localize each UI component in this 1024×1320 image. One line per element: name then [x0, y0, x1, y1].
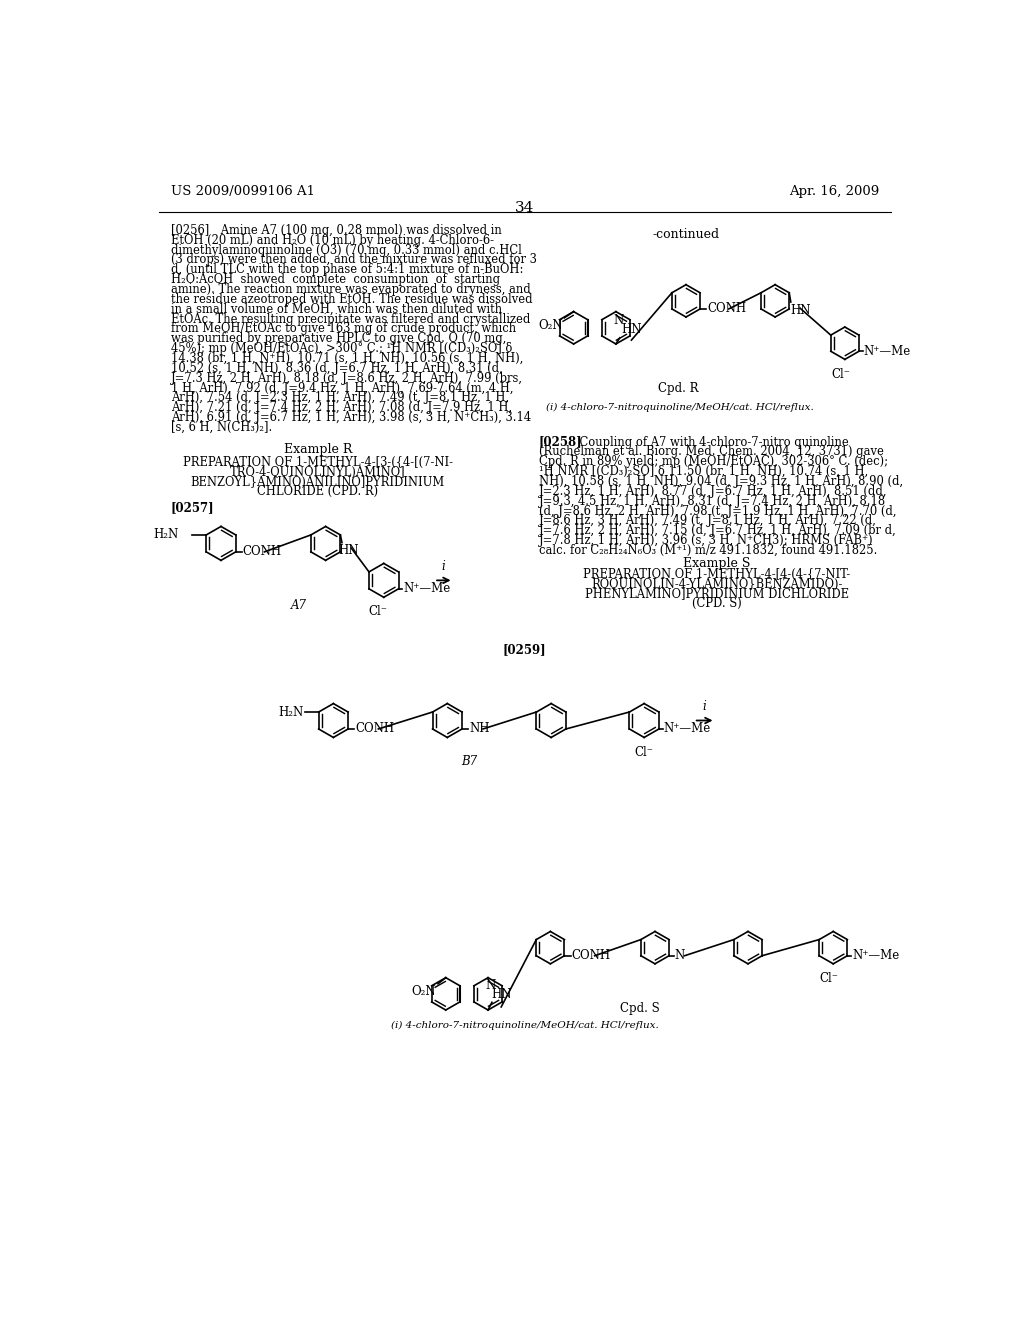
Text: N⁺—Me: N⁺—Me: [403, 582, 451, 595]
Text: A7: A7: [291, 599, 306, 612]
Text: Cpd. R in 89% yield; mp (MeOH/EtOAC), 302-306° C. (dec);: Cpd. R in 89% yield; mp (MeOH/EtOAC), 30…: [539, 455, 888, 469]
Text: the residue azeotroped with EtOH. The residue was dissolved: the residue azeotroped with EtOH. The re…: [171, 293, 532, 306]
Text: HN: HN: [339, 544, 359, 557]
Text: ¹H NMR [(CD₃)₂SO] δ 11.50 (br, 1 H, NH), 10.74 (s, 1 H,: ¹H NMR [(CD₃)₂SO] δ 11.50 (br, 1 H, NH),…: [539, 465, 868, 478]
Text: d, (until TLC with the top phase of 5:4:1 mixture of n-BuOH:: d, (until TLC with the top phase of 5:4:…: [171, 263, 523, 276]
Text: HN: HN: [492, 987, 512, 1001]
Text: US 2009/0099106 A1: US 2009/0099106 A1: [171, 185, 314, 198]
Text: [0259]: [0259]: [503, 644, 547, 656]
Text: [0257]: [0257]: [171, 502, 214, 513]
Text: NH: NH: [469, 722, 489, 735]
Text: Cl⁻: Cl⁻: [368, 605, 387, 618]
Text: J=8.6 Hz, 3 H, ArH), 7.49 (t, J=8.1 Hz, 1 H, ArH), 7.22 (d,: J=8.6 Hz, 3 H, ArH), 7.49 (t, J=8.1 Hz, …: [539, 515, 877, 528]
Text: PREPARATION OF 1-METHYL-4-[4-(4-{7-NIT-: PREPARATION OF 1-METHYL-4-[4-(4-{7-NIT-: [584, 568, 851, 581]
Text: CHLORIDE (CPD. R): CHLORIDE (CPD. R): [257, 486, 379, 498]
Text: i: i: [441, 560, 445, 573]
Text: CONH: CONH: [243, 545, 282, 558]
Text: H₂N: H₂N: [153, 528, 178, 541]
Text: ArH), 6.91 (d, J=6.7 Hz, 1 H, ArH), 3.98 (s, 3 H, N⁺CH₃), 3.14: ArH), 6.91 (d, J=6.7 Hz, 1 H, ArH), 3.98…: [171, 411, 530, 424]
Text: [0258]: [0258]: [539, 436, 583, 449]
Text: ArH), 7.21 (d, J=7.4 Hz, 2 H, ArH), 7.08 (d, J=7.9 Hz, 1 H,: ArH), 7.21 (d, J=7.4 Hz, 2 H, ArH), 7.08…: [171, 401, 512, 414]
Text: (3 drops) were then added, and the mixture was refluxed for 3: (3 drops) were then added, and the mixtu…: [171, 253, 537, 267]
Text: Cpd. S: Cpd. S: [620, 1002, 659, 1015]
Text: EtOH (20 mL) and H₂O (10 mL) by heating. 4-Chloro-6-: EtOH (20 mL) and H₂O (10 mL) by heating.…: [171, 234, 494, 247]
Text: (d, J=8.6 Hz, 2 H, ArH), 7.98 (t, J=1.9 Hz, 1 H, ArH), 7.70 (d,: (d, J=8.6 Hz, 2 H, ArH), 7.98 (t, J=1.9 …: [539, 504, 896, 517]
Text: H₂O:AcOH  showed  complete  consumption  of  starting: H₂O:AcOH showed complete consumption of …: [171, 273, 500, 286]
Text: J=7.6 Hz, 2 H, ArH), 7.15 (d, J=6.7 Hz, 1 H, ArH), 7.09 (br d,: J=7.6 Hz, 2 H, ArH), 7.15 (d, J=6.7 Hz, …: [539, 524, 896, 537]
Text: (i) 4-chloro-7-nitroquinoline/MeOH/cat. HCl/reflux.: (i) 4-chloro-7-nitroquinoline/MeOH/cat. …: [547, 404, 814, 412]
Text: BENZOYL}AMINO)ANILINO]PYRIDINIUM: BENZOYL}AMINO)ANILINO]PYRIDINIUM: [190, 475, 445, 488]
Text: J=9.3, 4.5 Hz, 1 H, ArH), 8.31 (d, J=7.4 Hz, 2 H, ArH), 8.18: J=9.3, 4.5 Hz, 1 H, ArH), 8.31 (d, J=7.4…: [539, 495, 886, 508]
Text: 14.38 (br, 1 H, N⁺H), 10.71 (s, 1 H, NH), 10.56 (s, 1 H, NH),: 14.38 (br, 1 H, N⁺H), 10.71 (s, 1 H, NH)…: [171, 352, 523, 364]
Text: 10.52 (s, 1 H, NH), 8.36 (d, J=6.7 Hz, 1 H, ArH), 8.31 (d,: 10.52 (s, 1 H, NH), 8.36 (d, J=6.7 Hz, 1…: [171, 362, 503, 375]
Text: H₂N: H₂N: [278, 705, 303, 718]
Text: Apr. 16, 2009: Apr. 16, 2009: [788, 185, 879, 198]
Text: 45%); mp (MeOH/EtOAc), >300° C.; ¹H NMR [(CD₃)₂SO] δ: 45%); mp (MeOH/EtOAc), >300° C.; ¹H NMR …: [171, 342, 512, 355]
Text: Cl⁻: Cl⁻: [635, 746, 653, 759]
Text: NH), 10.58 (s, 1 H, NH), 9.04 (d, J=9.3 Hz, 1 H, ArH), 8.90 (d,: NH), 10.58 (s, 1 H, NH), 9.04 (d, J=9.3 …: [539, 475, 903, 488]
Text: 1 H, ArH), 7.92 (d, J=9.4 Hz, 1 H, ArH), 7.69-7.64 (m, 4 H,: 1 H, ArH), 7.92 (d, J=9.4 Hz, 1 H, ArH),…: [171, 381, 513, 395]
Text: N⁺—Me: N⁺—Me: [852, 949, 899, 962]
Text: ArH), 7.54 (d, J=2.3 Hz, 1 H, ArH), 7.49 (t, J=8.1 Hz, 1 H,: ArH), 7.54 (d, J=2.3 Hz, 1 H, ArH), 7.49…: [171, 392, 509, 404]
Text: J=7.8 Hz, 1 H, ArH), 3.96 (s, 3 H, N⁺CH3); HRMS (FAB⁺): J=7.8 Hz, 1 H, ArH), 3.96 (s, 3 H, N⁺CH3…: [539, 535, 873, 548]
Text: from MeOH/EtOAc to give 163 mg of crude product, which: from MeOH/EtOAc to give 163 mg of crude …: [171, 322, 516, 335]
Text: [0256] Amine A7 (100 mg, 0.28 mmol) was dissolved in: [0256] Amine A7 (100 mg, 0.28 mmol) was …: [171, 224, 502, 236]
Text: CONH: CONH: [355, 722, 394, 735]
Text: CONH: CONH: [571, 949, 610, 962]
Text: amine). The reaction mixture was evaporated to dryness, and: amine). The reaction mixture was evapora…: [171, 282, 530, 296]
Text: ROQUINOLIN-4-YLAMINO}BENZAMIDO)-: ROQUINOLIN-4-YLAMINO}BENZAMIDO)-: [591, 578, 843, 590]
Text: (Ruchelman et al. Biorg. Med. Chem. 2004, 12, 3731) gave: (Ruchelman et al. Biorg. Med. Chem. 2004…: [539, 445, 884, 458]
Text: 34: 34: [515, 201, 535, 215]
Text: Cl⁻: Cl⁻: [820, 973, 839, 985]
Text: O₂N: O₂N: [412, 985, 436, 998]
Text: EtOAc. The resulting precipitate was filtered and crystallized: EtOAc. The resulting precipitate was fil…: [171, 313, 530, 326]
Text: was purified by preparative HPLC to give Cpd. Q (70 mg,: was purified by preparative HPLC to give…: [171, 333, 506, 346]
Text: Cl⁻: Cl⁻: [831, 368, 851, 381]
Text: PHENYLAMINO]PYRIDINIUM DICHLORIDE: PHENYLAMINO]PYRIDINIUM DICHLORIDE: [585, 587, 849, 601]
Text: -continued: -continued: [652, 227, 720, 240]
Text: N: N: [675, 949, 685, 962]
Text: (CPD. S): (CPD. S): [692, 597, 741, 610]
Text: B7: B7: [461, 755, 477, 768]
Text: N: N: [613, 314, 624, 327]
Text: TRO-4-QUINOLINYL)AMINO]: TRO-4-QUINOLINYL)AMINO]: [230, 466, 406, 479]
Text: PREPARATION OF 1-METHYL-4-[3-({4-[(7-NI-: PREPARATION OF 1-METHYL-4-[3-({4-[(7-NI-: [183, 457, 453, 470]
Text: CONH: CONH: [707, 302, 746, 315]
Text: N⁺—Me: N⁺—Me: [863, 345, 911, 358]
Text: N⁺—Me: N⁺—Me: [664, 722, 711, 735]
Text: dimethylaminoquinoline (O3) (70 mg, 0.33 mmol) and c.HCl: dimethylaminoquinoline (O3) (70 mg, 0.33…: [171, 244, 521, 256]
Text: Example S: Example S: [683, 557, 751, 570]
Text: i: i: [701, 700, 706, 713]
Text: (i) 4-chloro-7-nitroquinoline/MeOH/cat. HCl/reflux.: (i) 4-chloro-7-nitroquinoline/MeOH/cat. …: [391, 1020, 658, 1030]
Text: HN: HN: [790, 304, 810, 317]
Text: J=2.3 Hz, 1 H, ArH), 8.77 (d, J=6.7 Hz, 1 H, ArH), 8.51 (dd,: J=2.3 Hz, 1 H, ArH), 8.77 (d, J=6.7 Hz, …: [539, 484, 887, 498]
Text: J=7.3 Hz, 2 H, ArH), 8.18 (d, J=8.6 Hz, 2 H, ArH), 7.99 (brs,: J=7.3 Hz, 2 H, ArH), 8.18 (d, J=8.6 Hz, …: [171, 372, 522, 384]
Text: in a small volume of MeOH, which was then diluted with: in a small volume of MeOH, which was the…: [171, 302, 502, 315]
Text: calc. for C₂₈H₂₄N₆O₃ (M⁺¹) m/z 491.1832, found 491.1825.: calc. for C₂₈H₂₄N₆O₃ (M⁺¹) m/z 491.1832,…: [539, 544, 878, 557]
Text: HN: HN: [622, 323, 642, 337]
Text: Example R: Example R: [284, 444, 352, 457]
Text: Coupling of A7 with 4-chloro-7-nitro quinoline: Coupling of A7 with 4-chloro-7-nitro qui…: [568, 436, 849, 449]
Text: Cpd. R: Cpd. R: [658, 381, 698, 395]
Text: [s, 6 H, N(CH₃)₂].: [s, 6 H, N(CH₃)₂].: [171, 421, 272, 434]
Text: O₂N: O₂N: [539, 318, 563, 331]
Text: N: N: [485, 979, 496, 993]
